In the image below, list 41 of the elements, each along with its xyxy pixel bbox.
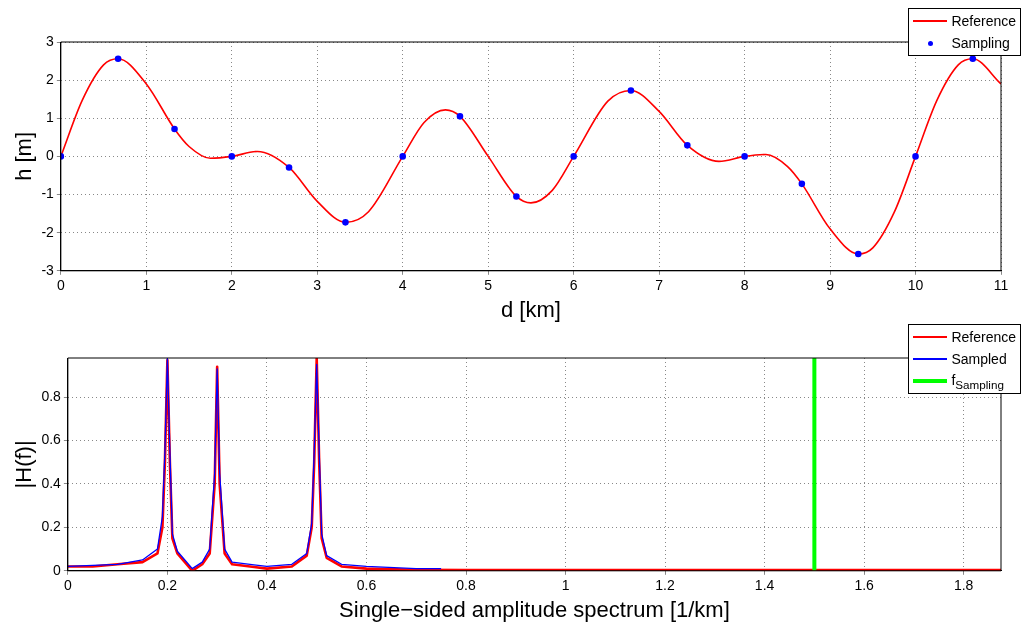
x-tick-label: 10 — [907, 277, 924, 294]
x-tick-label: 0.6 — [356, 577, 377, 594]
legend-label: Sampled — [951, 351, 1007, 367]
y-tick-label: 2 — [46, 70, 55, 87]
y-tick-label: 0.2 — [41, 518, 62, 535]
y-tick-label: 0 — [46, 147, 55, 164]
x-tick-label: 5 — [484, 277, 493, 294]
y-tick-label: -1 — [41, 185, 55, 202]
x-tick-label: 1.8 — [953, 577, 974, 594]
x-tick-label: 0.4 — [257, 577, 277, 594]
x-tick-label: 1.6 — [854, 577, 875, 594]
y-tick-label: 0.6 — [41, 431, 62, 448]
y-axis-title: |H(f)| — [11, 440, 37, 489]
x-tick-label: 9 — [826, 277, 835, 294]
y-tick-label: 1 — [46, 109, 55, 126]
y-tick-label: -2 — [41, 223, 55, 240]
x-tick-label: 8 — [740, 277, 749, 294]
x-axis-title: Single−sided amplitude spectrum [1/km] — [339, 596, 730, 622]
y-tick-label: 0 — [53, 561, 62, 578]
legend-label: f$_{Sampling}$ — [951, 371, 1004, 391]
x-tick-label: 7 — [655, 277, 664, 294]
x-tick-label: 0.2 — [157, 577, 178, 594]
legend-label: Reference — [951, 13, 1016, 29]
y-tick-label: 3 — [46, 32, 55, 49]
x-tick-label: 6 — [569, 277, 578, 294]
legend-label: Reference — [951, 329, 1016, 345]
x-tick-label: 1 — [142, 277, 151, 294]
y-tick-label: -3 — [41, 261, 55, 278]
y-tick-label: 0.8 — [41, 387, 62, 404]
y-axis-title: h [m] — [11, 131, 37, 181]
x-tick-label: 4 — [398, 277, 407, 294]
legend-label: Sampling — [951, 35, 1010, 51]
x-tick-label: 11 — [993, 277, 1009, 294]
x-tick-label: 2 — [227, 277, 236, 294]
y-tick-label: 0.4 — [41, 474, 62, 491]
x-tick-label: 3 — [313, 277, 322, 294]
x-tick-label: 1.4 — [754, 577, 775, 594]
x-tick-label: 1 — [561, 577, 570, 594]
x-tick-label: 0.8 — [456, 577, 476, 594]
x-tick-label: 1.2 — [655, 577, 676, 594]
x-axis-title: d [km] — [500, 296, 561, 322]
